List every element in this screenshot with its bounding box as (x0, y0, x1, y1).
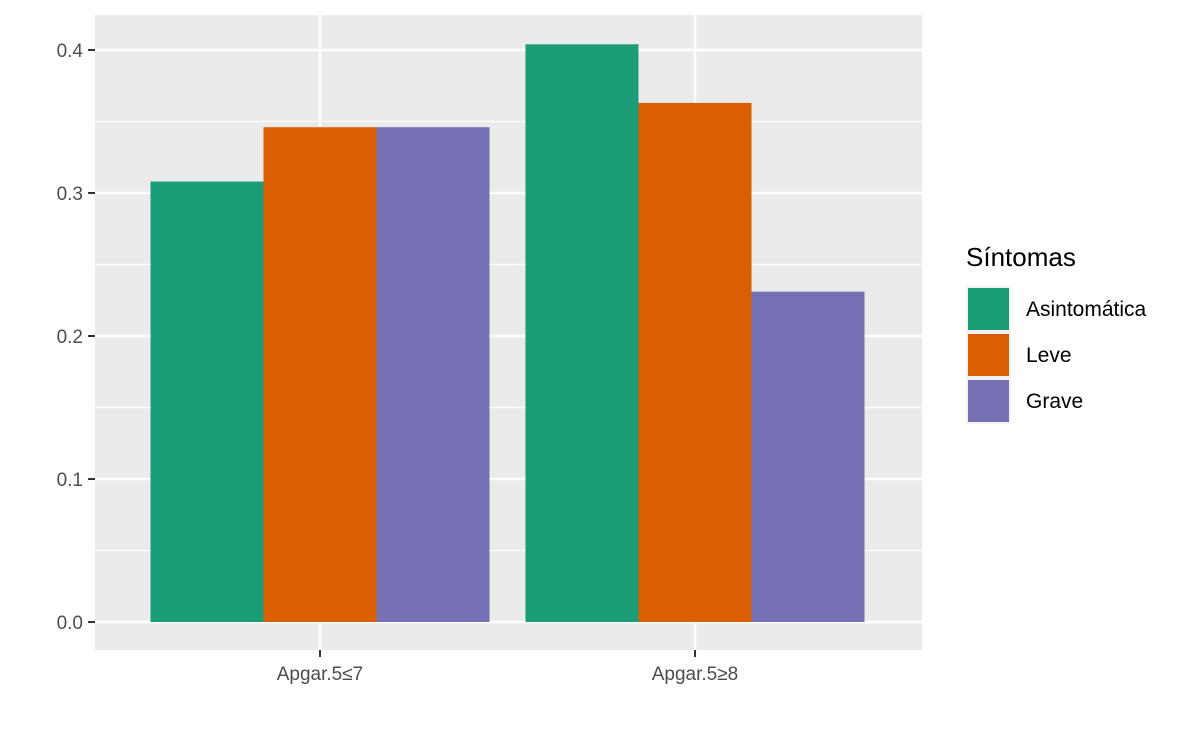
x-tick-label: Apgar.5≥8 (652, 664, 739, 685)
x-axis: Apgar.5≤7 Apgar.5≥8 (277, 650, 739, 685)
y-tick-label: 0.4 (57, 41, 84, 62)
y-tick-label: 0.1 (57, 470, 83, 491)
bar (376, 127, 490, 622)
y-tick-label: 0.3 (57, 184, 83, 205)
legend-label: Asintomática (1026, 298, 1147, 321)
legend-title: Síntomas (966, 242, 1076, 272)
bar (525, 44, 639, 622)
y-axis: 0.0 0.1 0.2 0.3 0.4 (57, 41, 95, 634)
bars (150, 44, 865, 622)
legend-swatch (968, 334, 1009, 376)
bar (263, 127, 377, 622)
legend-swatch (968, 288, 1009, 330)
legend-swatch (968, 380, 1009, 422)
legend-items: Asintomática Leve Grave (966, 286, 1147, 424)
legend: Síntomas Asintomática Leve Grave (966, 242, 1147, 424)
bar (751, 291, 865, 622)
y-tick-label: 0.0 (57, 613, 83, 634)
bar (150, 181, 264, 622)
x-tick-label: Apgar.5≤7 (277, 664, 364, 685)
legend-label: Leve (1026, 344, 1072, 367)
y-tick-label: 0.2 (57, 327, 83, 348)
legend-label: Grave (1026, 390, 1083, 413)
bar (638, 102, 752, 622)
